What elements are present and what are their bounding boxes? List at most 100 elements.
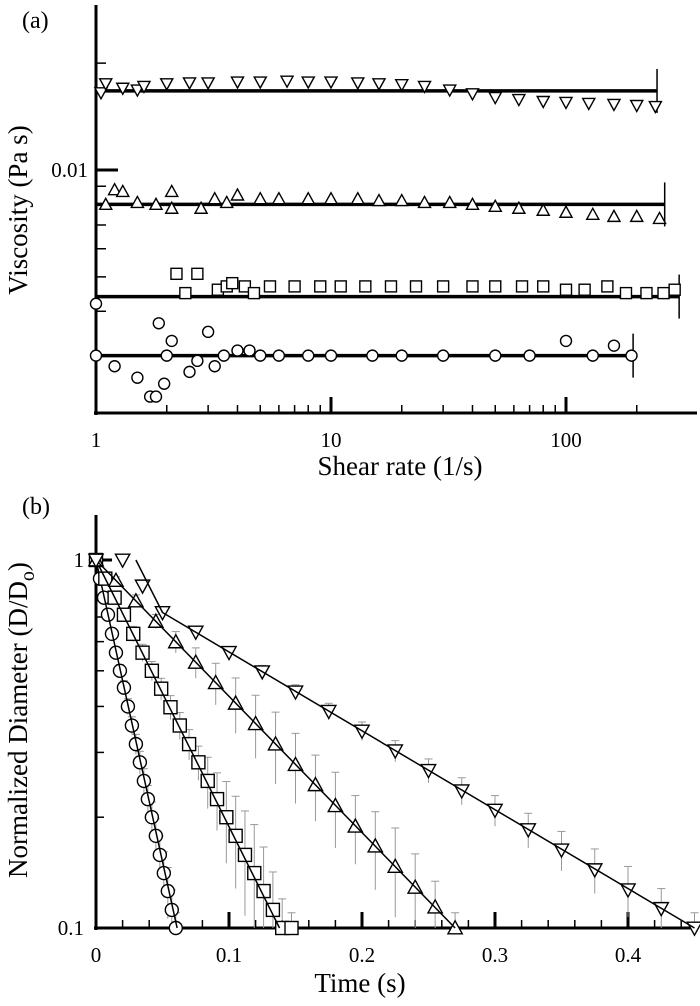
data-point-triangle-up	[207, 191, 222, 205]
data-point-circle	[201, 325, 215, 339]
data-point-triangle-down	[648, 100, 663, 114]
data-point-triangle-down	[488, 91, 503, 106]
data-point-triangle-down	[323, 76, 339, 90]
data-point-triangle-up	[219, 194, 234, 209]
x-tick-label: 10	[321, 428, 342, 452]
data-point-circle	[149, 390, 163, 403]
data-point-triangle-up	[300, 191, 316, 205]
data-point-circle	[183, 365, 196, 379]
data-point-triangle-up	[148, 196, 164, 211]
data-point-square	[489, 280, 502, 293]
data-point-triangle-up	[130, 194, 145, 209]
data-point-square	[384, 280, 398, 293]
data-point-square	[172, 718, 187, 733]
data-point-circle	[559, 334, 573, 348]
data-point-triangle-down	[465, 88, 480, 102]
data-point-square	[170, 267, 183, 281]
x-tick-label: 1	[91, 428, 102, 452]
data-point-square	[314, 280, 327, 293]
data-point-square	[334, 280, 347, 293]
data-point-triangle-down	[300, 76, 316, 90]
data-point-square	[284, 920, 299, 936]
data-point-square	[657, 286, 670, 300]
data-point-triangle-down	[114, 553, 131, 569]
data-point-square	[436, 280, 450, 293]
x-tick-label: 0	[91, 943, 102, 967]
data-point-circle	[208, 360, 221, 373]
data-point-square	[409, 280, 423, 293]
data-point-square	[263, 280, 277, 293]
data-point-triangle-down	[394, 78, 409, 93]
y-tick-label: 0.01	[51, 158, 88, 182]
data-point-square	[153, 681, 169, 696]
data-point-triangle-up	[98, 196, 113, 211]
series-triangle-up	[96, 182, 667, 227]
data-point-square	[668, 283, 681, 296]
data-point-square	[537, 280, 550, 293]
data-point-circle	[131, 371, 144, 384]
series-triangle-down	[87, 553, 700, 937]
data-point-circle	[607, 339, 621, 352]
data-point-triangle-down	[442, 84, 457, 98]
data-point-triangle-up	[115, 183, 131, 198]
data-point-circle	[523, 349, 536, 362]
x-tick-label: 0.1	[216, 943, 242, 967]
panel-b-ylabel: Normalized Diameter (D/Do)	[3, 562, 39, 878]
data-point-triangle-up	[417, 194, 432, 209]
data-point-square	[191, 267, 204, 281]
data-point-triangle-up	[164, 200, 179, 214]
data-point-square	[179, 286, 192, 300]
ylabel-main: Normalized Diameter (D/D	[3, 581, 33, 878]
data-point-square	[559, 283, 573, 296]
series-circle	[89, 297, 638, 403]
data-point-triangle-down	[558, 96, 574, 110]
data-point-square	[288, 280, 301, 293]
data-point-triangle-up	[394, 193, 409, 207]
ylabel-end: )	[3, 562, 33, 571]
data-point-square	[163, 700, 178, 715]
data-point-triangle-up	[652, 211, 667, 225]
data-point-square	[359, 280, 372, 293]
panel-a-label: (a)	[22, 8, 49, 34]
data-point-triangle-up	[350, 191, 366, 205]
data-point-square	[181, 736, 197, 752]
series-square	[96, 267, 681, 319]
data-point-square	[247, 286, 261, 300]
data-point-square	[619, 286, 633, 300]
data-point-square	[601, 280, 614, 293]
data-point-circle	[436, 349, 450, 362]
x-tick-label: 0.4	[615, 943, 642, 967]
data-point-triangle-down	[350, 77, 366, 91]
data-point-triangle-up	[442, 194, 457, 209]
data-point-triangle-up	[629, 208, 644, 223]
data-point-circle	[108, 360, 121, 373]
data-point-circle	[243, 344, 256, 357]
series-triangle-up	[87, 551, 464, 935]
data-point-triangle-down	[182, 77, 197, 91]
data-point-square	[578, 283, 591, 296]
data-point-circle	[324, 349, 338, 362]
y-tick-label: 0.1	[58, 916, 84, 940]
plot-area	[87, 551, 700, 937]
data-point-triangle-down	[371, 78, 387, 92]
data-point-circle	[89, 297, 103, 310]
data-point-circle	[395, 349, 408, 362]
data-point-circle	[165, 334, 178, 348]
x-tick-label: 0.2	[349, 943, 375, 967]
panel-b-plot: 0 0.1 0.2 0.3 0.4 1 0.1	[58, 515, 700, 967]
data-point-triangle-down	[535, 95, 551, 109]
x-tick-label: 100	[550, 428, 582, 452]
data-point-triangle-down	[93, 87, 109, 101]
data-point-circle	[217, 349, 231, 362]
data-point-square	[515, 280, 529, 293]
data-point-triangle-up	[511, 200, 527, 214]
data-point-triangle-down	[511, 93, 527, 107]
data-point-triangle-up	[323, 191, 339, 205]
data-point-triangle-down	[87, 553, 105, 569]
fit-line	[95, 559, 178, 929]
data-point-circle	[157, 377, 171, 390]
data-point-circle	[254, 349, 267, 362]
panel-a-plot: 1 10 100 0.01	[51, 5, 697, 452]
data-point-triangle-down	[279, 75, 295, 89]
data-point-square	[238, 280, 252, 293]
